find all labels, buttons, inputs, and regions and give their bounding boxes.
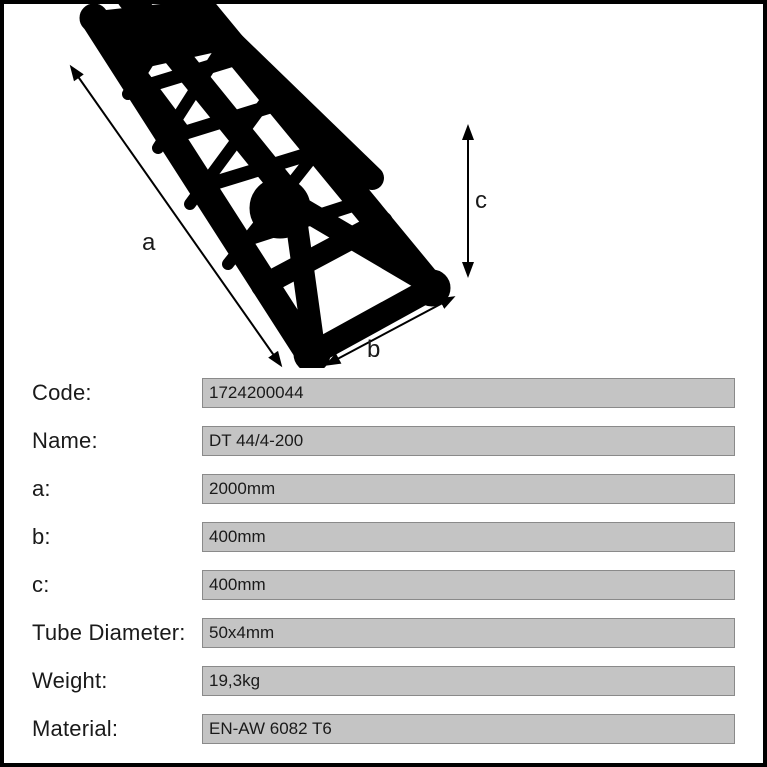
spec-label: Tube Diameter: <box>32 620 202 646</box>
dim-label-a: a <box>142 229 155 257</box>
spec-value: 19,3kg <box>202 666 735 696</box>
spec-table: Code: 1724200044 Name: DT 44/4-200 a: 20… <box>32 374 735 748</box>
spec-value: 2000mm <box>202 474 735 504</box>
spec-label: Code: <box>32 380 202 406</box>
spec-row: Name: DT 44/4-200 <box>32 422 735 460</box>
spec-row: b: 400mm <box>32 518 735 556</box>
spec-row: a: 2000mm <box>32 470 735 508</box>
spec-value: DT 44/4-200 <box>202 426 735 456</box>
spec-label: Name: <box>32 428 202 454</box>
spec-value: EN-AW 6082 T6 <box>202 714 735 744</box>
spec-label: c: <box>32 572 202 598</box>
spec-value: 1724200044 <box>202 378 735 408</box>
spec-label: Material: <box>32 716 202 742</box>
spec-value: 400mm <box>202 522 735 552</box>
truss-diagram <box>32 0 492 368</box>
diagram-area: a b c <box>32 4 735 374</box>
spec-row: Weight: 19,3kg <box>32 662 735 700</box>
spec-value: 50x4mm <box>202 618 735 648</box>
spec-card: a b c Code: 1724200044 Name: DT 44/4-200… <box>0 0 767 767</box>
spec-row: Tube Diameter: 50x4mm <box>32 614 735 652</box>
dim-label-b: b <box>367 336 380 364</box>
spec-row: Material: EN-AW 6082 T6 <box>32 710 735 748</box>
spec-label: Weight: <box>32 668 202 694</box>
dim-label-c: c <box>475 187 487 215</box>
spec-value: 400mm <box>202 570 735 600</box>
spec-label: b: <box>32 524 202 550</box>
spec-label: a: <box>32 476 202 502</box>
spec-row: Code: 1724200044 <box>32 374 735 412</box>
spec-row: c: 400mm <box>32 566 735 604</box>
